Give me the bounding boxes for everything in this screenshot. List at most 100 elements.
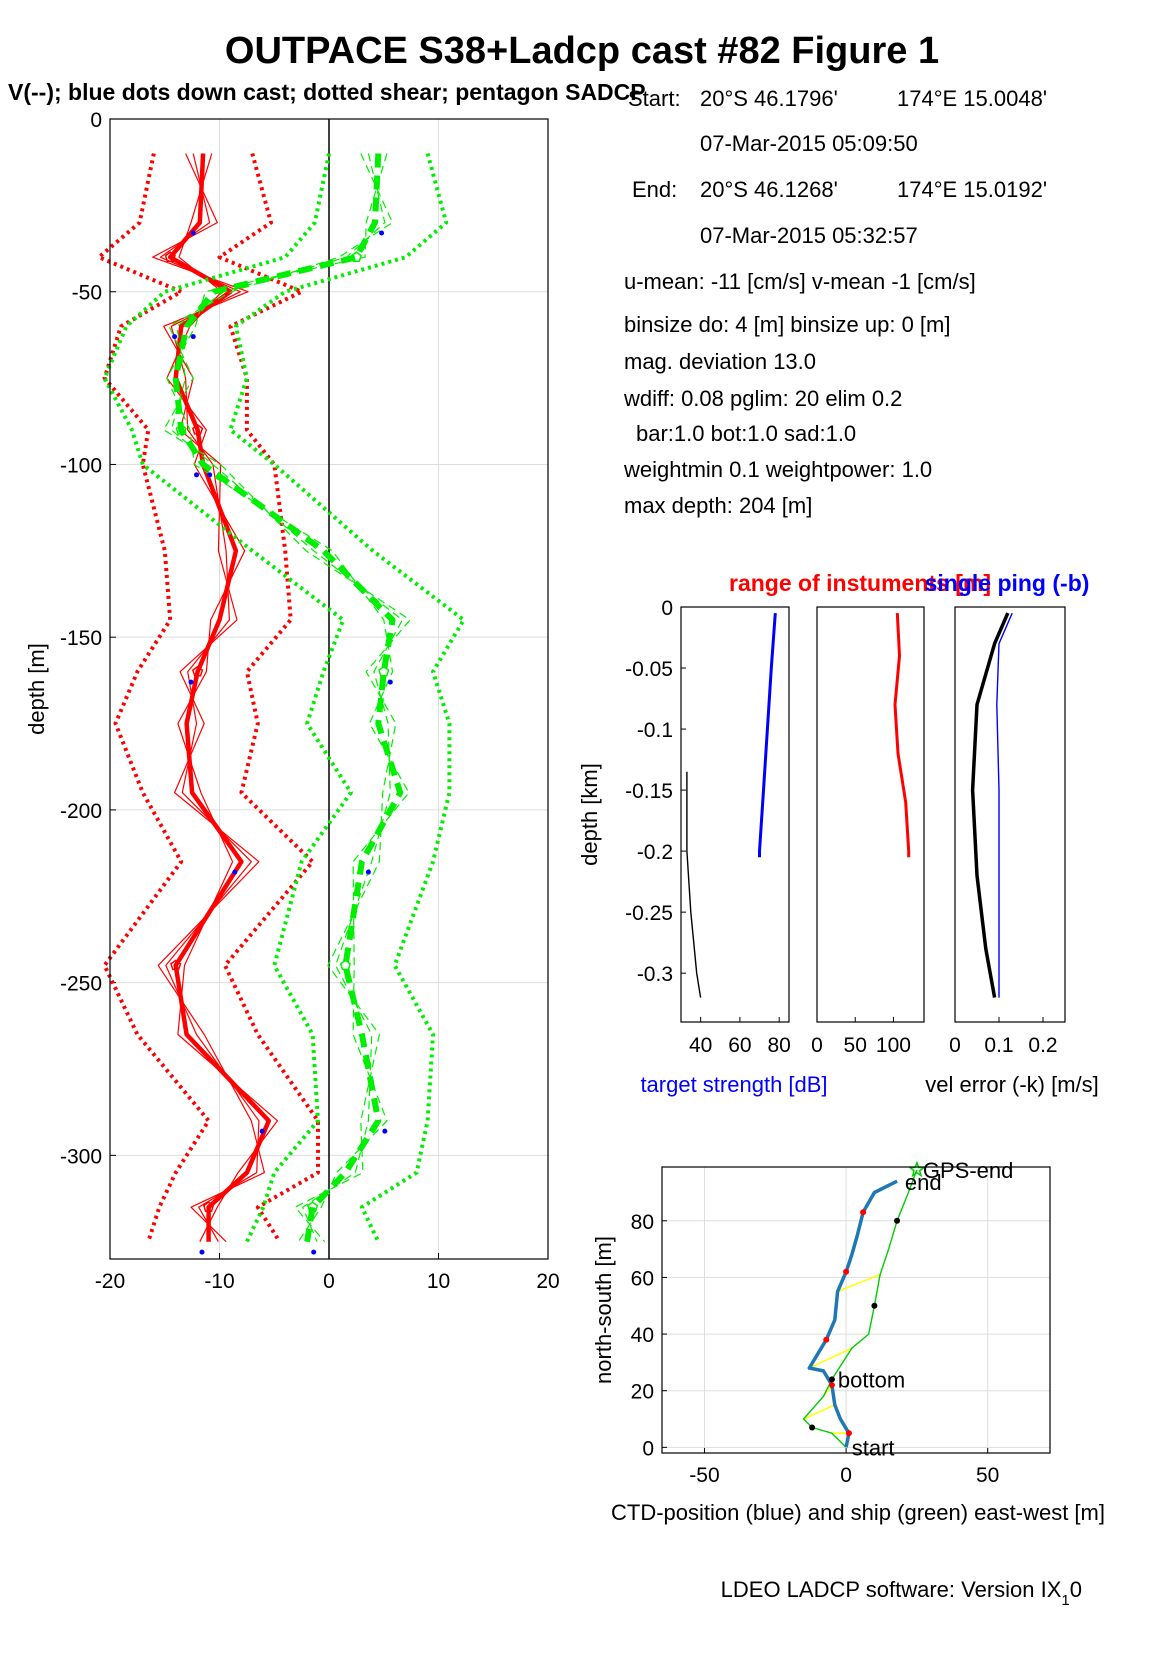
ts-y-tick-label: -0.2 bbox=[637, 841, 673, 864]
ts-y-tick-label: -0.25 bbox=[625, 902, 673, 925]
end-longitude: 174°E 15.0192' bbox=[897, 177, 1047, 202]
velocity-means: u-mean: -11 [cm/s] v-mean -1 [cm/s] bbox=[624, 269, 976, 294]
vel-v-shear-right bbox=[228, 152, 466, 1243]
err-x-axis-label: vel error (-k) [m/s] bbox=[925, 1072, 1099, 1097]
downcast-dot bbox=[188, 679, 194, 685]
velocity-plot-frame bbox=[109, 118, 549, 1260]
track-x-tick-label: 0 bbox=[840, 1464, 852, 1487]
track-y-tick-label: 20 bbox=[631, 1381, 654, 1404]
downcast-dot bbox=[365, 869, 371, 875]
end-latitude: 20°S 46.1268' bbox=[700, 177, 838, 202]
vel-x-tick-label: 10 bbox=[427, 1270, 450, 1293]
downcast-dot bbox=[379, 230, 385, 236]
ship-sample-dot bbox=[828, 1376, 835, 1383]
ts-x-tick-label: 40 bbox=[689, 1034, 712, 1057]
track-y-tick-label: 60 bbox=[631, 1267, 654, 1290]
ts-line bbox=[758, 612, 777, 858]
wdiff-info: wdiff: 0.08 pglim: 20 elim 0.2 bbox=[623, 386, 902, 411]
downcast-dot bbox=[311, 1249, 317, 1255]
sadcp-pentagon-marker bbox=[164, 251, 176, 262]
ts-y-axis-label: depth [km] bbox=[577, 763, 602, 866]
ctd-sample-dot bbox=[860, 1209, 867, 1216]
ts-reference-line bbox=[686, 771, 702, 998]
err-x-tick-label: 0 bbox=[949, 1034, 961, 1057]
vel-y-tick-label: 0 bbox=[90, 109, 102, 132]
ts-x-tick-label: 80 bbox=[768, 1034, 791, 1057]
mag-deviation: mag. deviation 13.0 bbox=[624, 349, 816, 374]
vel-v-shear-left bbox=[102, 153, 353, 1243]
ts-y-tick-label: -0.15 bbox=[625, 780, 673, 803]
track-y-axis-label: north-south [m] bbox=[591, 1236, 616, 1384]
ts-x-tick-label: 60 bbox=[728, 1034, 751, 1057]
figure-title: OUTPACE S38+Ladcp cast #82 Figure 1 bbox=[225, 30, 939, 72]
sadcp-pentagon-marker bbox=[202, 1201, 215, 1212]
figure-subtitle: V(--); blue dots down cast; dotted shear… bbox=[8, 79, 646, 105]
end-annotation: end bbox=[905, 1170, 942, 1195]
sadcp-pentagon-marker bbox=[350, 251, 362, 262]
downcast-dot bbox=[190, 230, 196, 236]
bottom-annotation: bottom bbox=[838, 1367, 905, 1392]
ship-sample-dot bbox=[894, 1217, 901, 1224]
start-annotation: start bbox=[852, 1435, 895, 1460]
ts-y-tick-label: -0.05 bbox=[625, 658, 673, 681]
track-y-tick-label: 80 bbox=[631, 1211, 654, 1234]
ctd-sample-dot bbox=[843, 1268, 850, 1275]
range-x-tick-label: 50 bbox=[844, 1034, 867, 1057]
vel-x-tick-label: 20 bbox=[536, 1270, 559, 1293]
range-x-tick-label: 0 bbox=[811, 1034, 823, 1057]
sadcp-pentagon-marker bbox=[191, 423, 204, 435]
vel-y-tick-label: -200 bbox=[60, 800, 102, 823]
downcast-dot bbox=[387, 679, 393, 685]
vel-x-tick-label: -10 bbox=[204, 1270, 234, 1293]
ctd-sample-dot bbox=[828, 1382, 835, 1389]
weight-info: weightmin 0.1 weightpower: 1.0 bbox=[623, 457, 932, 482]
ctd-ship-link-line bbox=[803, 1404, 836, 1420]
ship-sample-dot bbox=[809, 1424, 816, 1431]
ts-y-tick-label: -0.3 bbox=[637, 963, 673, 986]
ctd-track-line bbox=[807, 1179, 898, 1448]
single-ping-line bbox=[996, 612, 1013, 998]
vel-y-tick-label: -300 bbox=[60, 1145, 102, 1168]
downcast-dot bbox=[199, 1249, 205, 1255]
range-title: range of instuments [m] bbox=[729, 570, 991, 596]
end-label: End: bbox=[632, 177, 677, 202]
vel-u-shear-left bbox=[97, 153, 211, 1243]
software-version: LDEO LADCP software: Version IX10 bbox=[721, 1577, 1082, 1609]
vel-y-tick-label: -50 bbox=[72, 282, 102, 305]
downcast-dot bbox=[232, 869, 238, 875]
vel-x-tick-label: 0 bbox=[323, 1270, 335, 1293]
bar-info: bar:1.0 bot:1.0 sad:1.0 bbox=[636, 421, 856, 446]
ts-x-axis-label: target strength [dB] bbox=[640, 1072, 827, 1097]
track-x-tick-label: 50 bbox=[976, 1464, 999, 1487]
start-label: Start: bbox=[628, 86, 681, 111]
track-x-tick-label: -50 bbox=[689, 1464, 719, 1487]
track-y-tick-label: 40 bbox=[631, 1324, 654, 1347]
track-x-axis-label: CTD-position (blue) and ship (green) eas… bbox=[611, 1500, 1105, 1525]
sadcp-pentagon-marker bbox=[175, 423, 187, 435]
downcast-dot bbox=[190, 334, 196, 340]
range-x-tick-label: 100 bbox=[876, 1034, 911, 1057]
vel-error-line bbox=[970, 612, 1010, 998]
downcast-dot bbox=[382, 1128, 388, 1134]
ts-y-tick-label: -0.1 bbox=[637, 719, 673, 742]
err-x-tick-label: 0.1 bbox=[984, 1034, 1013, 1057]
vel-u-shear-right bbox=[217, 152, 320, 1243]
ts-y-tick-label: 0 bbox=[661, 597, 673, 620]
vel-y-tick-label: -100 bbox=[60, 454, 102, 477]
downcast-dot bbox=[172, 334, 178, 340]
sadcp-pentagon-marker bbox=[306, 1201, 319, 1212]
start-longitude: 174°E 15.0048' bbox=[897, 86, 1047, 111]
single-ping-title: single ping (-b) bbox=[925, 570, 1090, 596]
sadcp-pentagon-marker bbox=[191, 665, 204, 677]
ctd-sample-dot bbox=[823, 1336, 830, 1343]
gps-end-annotation: GPS-end bbox=[923, 1158, 1014, 1183]
range-line bbox=[893, 613, 911, 858]
vel-x-tick-label: -20 bbox=[95, 1270, 125, 1293]
vel-u-thin-profile bbox=[166, 153, 279, 1242]
ctd-ship-link-line bbox=[837, 1273, 881, 1293]
sadcp-pentagon-marker bbox=[378, 665, 390, 677]
vel-y-axis-label: depth [m] bbox=[24, 643, 49, 735]
ctd-sample-dot bbox=[845, 1430, 852, 1437]
downcast-dot bbox=[207, 472, 213, 478]
